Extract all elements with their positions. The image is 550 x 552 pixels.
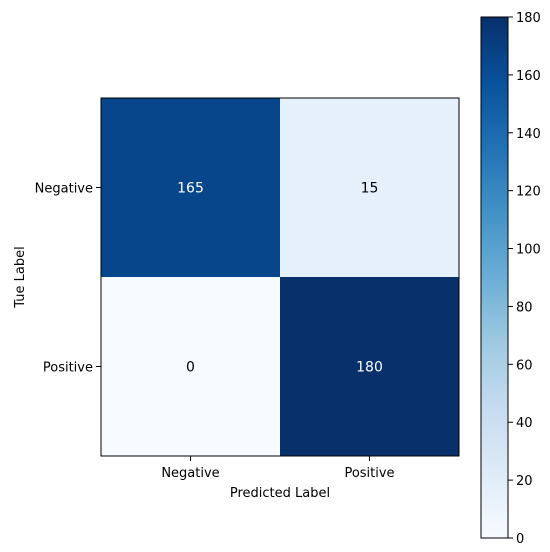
x-tick-label: Positive [344, 466, 394, 481]
colorbar [480, 16, 509, 539]
cell-value-label: 0 [186, 360, 195, 376]
colorbar-tick-label: 100 [516, 243, 541, 258]
colorbar-ticks: 0 20 40 60 80 100 120 140 160 180 [508, 11, 541, 547]
cell-value-label: 165 [177, 181, 204, 197]
y-axis-ticks: Negative Positive [35, 182, 101, 376]
colorbar-tick-label: 0 [516, 532, 524, 547]
y-tick-label: Positive [43, 361, 93, 376]
cell-value-label: 15 [361, 181, 379, 197]
y-axis-label: Tue Label [13, 246, 28, 308]
heatmap-cell [280, 277, 459, 456]
colorbar-tick-label: 60 [516, 358, 533, 373]
heatmap-cells: 165 15 0 180 [101, 98, 459, 456]
x-axis-label: Predicted Label [230, 486, 330, 501]
colorbar-tick-label: 20 [516, 474, 533, 489]
colorbar-tick-label: 80 [516, 300, 533, 315]
colorbar-tick-label: 120 [516, 185, 541, 200]
heatmap-cell [101, 277, 280, 456]
colorbar-tick-label: 140 [516, 127, 541, 142]
x-axis-ticks: Negative Positive [161, 456, 395, 481]
heatmap-cell [280, 98, 459, 277]
x-tick-label: Negative [161, 466, 219, 481]
cell-value-label: 180 [356, 360, 383, 376]
colorbar-tick-label: 40 [516, 416, 533, 431]
y-tick-label: Negative [35, 182, 93, 197]
colorbar-tick-label: 160 [516, 69, 541, 84]
plot-frame [100, 97, 460, 457]
colorbar-tick-label: 180 [516, 11, 541, 26]
heatmap-cell [101, 98, 280, 277]
